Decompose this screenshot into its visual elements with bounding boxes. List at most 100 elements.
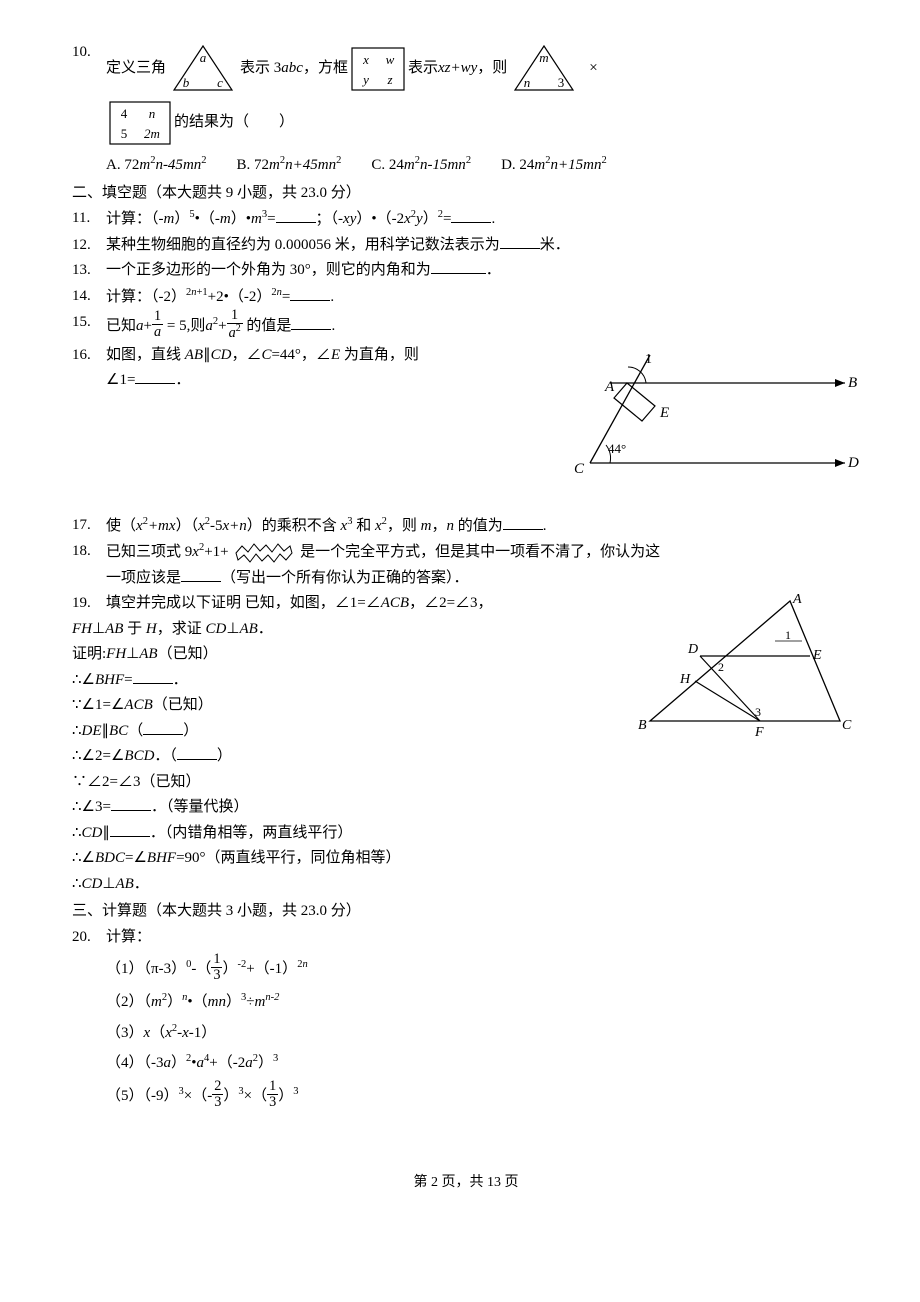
triangle-mn3-icon: m n 3: [507, 40, 581, 98]
svg-text:y: y: [361, 72, 369, 87]
question-14: 14. 计算：（-2）2n+1+2•（-2）2n=.: [72, 284, 860, 311]
question-19: 19. 填空并完成以下证明 已知，如图，∠1=∠ACB，∠2=∠3， FH⊥AB…: [72, 591, 860, 897]
q10-t6: 的结果为（ ）: [174, 110, 294, 136]
q10-optB: B. 72m2n+45mn2: [237, 152, 342, 179]
svg-text:5: 5: [121, 126, 128, 141]
blank[interactable]: [135, 368, 175, 384]
question-11: 11. 计算：（-m）5•（-m）•m3=；（-xy）•（-2x2y）2=.: [72, 206, 860, 233]
q10-t5: ，则: [477, 56, 507, 82]
svg-text:1: 1: [645, 352, 652, 367]
svg-text:A: A: [604, 379, 615, 395]
q13-number: 13.: [72, 258, 106, 284]
q11-body: 计算：（-m）5•（-m）•m3=；（-xy）•（-2x2y）2=.: [106, 206, 860, 233]
svg-text:E: E: [812, 648, 822, 663]
q18-body: 已知三项式 9x2+1+ 是一个完全平方式，但是其中一项看不清了，你认为这: [106, 539, 860, 566]
starburst-icon: [232, 540, 296, 566]
question-16: 16. 如图，直线 AB∥CD，∠C=44°，∠E 为直角，则 ∠1=． 1 A…: [72, 343, 860, 483]
svg-text:w: w: [386, 52, 395, 67]
section-3-heading: 三、计算题（本大题共 3 小题，共 23.0 分）: [72, 899, 860, 925]
q14-number: 14.: [72, 284, 106, 310]
svg-text:n: n: [524, 75, 531, 90]
fraction-icon: 1a: [152, 309, 163, 340]
svg-text:3: 3: [558, 75, 565, 90]
blank[interactable]: [110, 821, 150, 837]
box-4n52m-icon: 4 n 5 2m: [106, 98, 174, 148]
question-18: 18. 已知三项式 9x2+1+ 是一个完全平方式，但是其中一项看不清了，你认为…: [72, 539, 860, 566]
blank[interactable]: [177, 744, 217, 760]
svg-text:x: x: [362, 52, 369, 67]
q16-number: 16.: [72, 343, 106, 369]
q16-figure: 1 A B E C D 44°: [570, 343, 860, 483]
blank[interactable]: [111, 795, 151, 811]
svg-text:4: 4: [121, 106, 128, 121]
svg-text:A: A: [792, 592, 802, 607]
q10-t2: 表示 3: [240, 56, 281, 82]
q10-optC: C. 24m2n-15mn2: [371, 152, 471, 179]
question-17: 17. 使（x2+mx）（x2-5x+n）的乘积不含 x3 和 x2，则 m，n…: [72, 513, 860, 540]
q20-sub4: （4）（-3a）2•a4+（-2a2）3: [106, 1050, 860, 1077]
q13-body: 一个正多边形的一个外角为 30°，则它的内角和为．: [106, 258, 860, 284]
q16-body: 如图，直线 AB∥CD，∠C=44°，∠E 为直角，则: [106, 343, 570, 369]
q10-t3: ，方框: [303, 56, 348, 82]
blank[interactable]: [503, 514, 543, 530]
q10-options: A. 72m2n-45mn2 B. 72m2n+45mn2 C. 24m2n-1…: [72, 152, 860, 179]
question-15: 15. 已知a+1a = 5,则a2+1a2 的值是.: [72, 310, 860, 343]
blank[interactable]: [500, 233, 540, 249]
q20-subitems: （1）（π-3）0-（13）-2+（-1）2n （2）（m2）n•（mn）3÷m…: [72, 954, 860, 1111]
q11-number: 11.: [72, 206, 106, 232]
q14-body: 计算：（-2）2n+1+2•（-2）2n=.: [106, 284, 860, 311]
svg-text:b: b: [183, 75, 190, 90]
blank[interactable]: [181, 566, 221, 582]
q20-lead: 计算：: [106, 925, 860, 951]
svg-text:C: C: [842, 718, 852, 733]
svg-text:1: 1: [785, 628, 791, 642]
q15-body: 已知a+1a = 5,则a2+1a2 的值是.: [106, 310, 860, 343]
box-xwyz-icon: x w y z: [348, 44, 408, 94]
blank[interactable]: [290, 285, 330, 301]
svg-text:F: F: [754, 725, 764, 740]
blank[interactable]: [451, 207, 491, 223]
question-12: 12. 某种生物细胞的直径约为 0.000056 米，用科学记数法表示为米．: [72, 233, 860, 259]
q10-expr1: xz+wy: [438, 56, 477, 82]
blank[interactable]: [276, 207, 316, 223]
question-20: 20. 计算：: [72, 925, 860, 951]
question-13: 13. 一个正多边形的一个外角为 30°，则它的内角和为．: [72, 258, 860, 284]
svg-text:n: n: [149, 106, 156, 121]
q10-optD: D. 24m2n+15mn2: [501, 152, 607, 179]
q17-body: 使（x2+mx）（x2-5x+n）的乘积不含 x3 和 x2，则 m，n 的值为…: [106, 513, 860, 540]
section-2-heading: 二、填空题（本大题共 9 小题，共 23.0 分）: [72, 181, 860, 207]
q19-number: 19.: [72, 591, 106, 617]
svg-text:2: 2: [718, 660, 724, 674]
q20-sub2: （2）（m2）n•（mn）3÷mn-2: [106, 989, 860, 1016]
svg-text:m: m: [540, 50, 549, 65]
q15-number: 15.: [72, 310, 106, 336]
q19-body: 填空并完成以下证明 已知，如图，∠1=∠ACB，∠2=∠3，: [106, 591, 630, 617]
svg-text:B: B: [848, 375, 857, 391]
svg-text:H: H: [679, 672, 691, 687]
blank[interactable]: [291, 314, 331, 330]
q10-number: 10.: [72, 40, 106, 66]
blank[interactable]: [133, 668, 173, 684]
blank[interactable]: [143, 719, 183, 735]
svg-text:D: D: [687, 642, 698, 657]
q17-number: 17.: [72, 513, 106, 539]
q10-times: ×: [589, 56, 597, 82]
svg-text:2m: 2m: [144, 126, 160, 141]
fraction-icon: 1a2: [227, 308, 243, 341]
svg-text:a: a: [200, 50, 207, 65]
q10-t4: 表示: [408, 56, 438, 82]
svg-text:44°: 44°: [608, 441, 626, 456]
q12-body: 某种生物细胞的直径约为 0.000056 米，用科学记数法表示为米．: [106, 233, 860, 259]
q10-body: 定义三角 a b c 表示 3abc，方框 x w y z 表示: [106, 40, 860, 148]
triangle-abc-icon: a b c: [166, 40, 240, 98]
svg-text:c: c: [217, 75, 223, 90]
q18-number: 18.: [72, 539, 106, 565]
q20-sub1: （1）（π-3）0-（13）-2+（-1）2n: [106, 954, 860, 985]
q12-number: 12.: [72, 233, 106, 259]
q18-line2: 一项应该是（写出一个所有你认为正确的答案）．: [72, 566, 860, 592]
q20-sub3: （3）x（x2-x-1）: [106, 1020, 860, 1047]
q10-optA: A. 72m2n-45mn2: [106, 152, 207, 179]
q20-sub5: （5）（-9）3×（-23）3×（13）3: [106, 1081, 860, 1112]
svg-text:z: z: [386, 72, 392, 87]
blank[interactable]: [431, 258, 486, 274]
